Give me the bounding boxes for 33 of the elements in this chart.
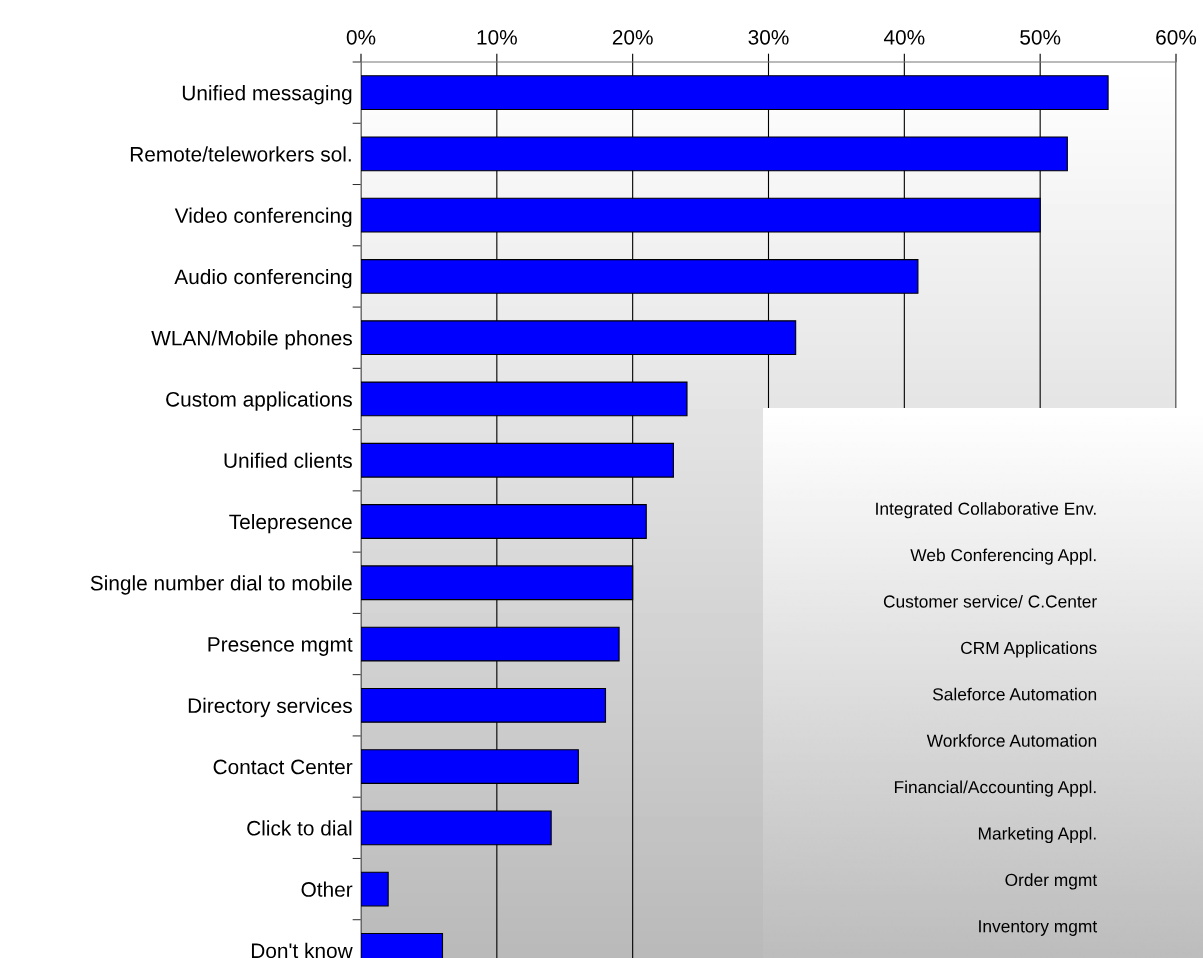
y-tick-label: Click to dial [247, 820, 352, 836]
y-tick-label: Telepresence [229, 513, 352, 534]
x-tick-label: 30% [748, 29, 789, 45]
annotation: Saleforce Automation [932, 687, 1097, 701]
y-tick-label: Custom applications [166, 391, 352, 411]
x-tick-label: 20% [612, 29, 653, 45]
annotation: Workforce Automation [926, 734, 1097, 747]
annotation: Order mgmt [1005, 873, 1098, 890]
x-tick-label: 10% [477, 29, 517, 45]
x-tick-label: 40% [883, 29, 925, 45]
x-tick-label: 50% [1020, 29, 1061, 45]
annotation: Inventory mgmt [979, 920, 1098, 936]
y-tick-label: Unified messaging [182, 85, 352, 105]
annotation: Integrated Collaborative Env. [876, 502, 1096, 519]
annotation: CRM Applications [961, 641, 1097, 658]
annotation: Customer service/ C.Center [883, 594, 1097, 608]
y-tick-label: Unified clients [224, 452, 352, 468]
y-tick-label: Video conferencing [174, 207, 352, 228]
y-tick-label: Don't know [251, 942, 353, 958]
y-tick-label: Single number dial to mobile [90, 575, 352, 595]
x-tick-label: 60% [1156, 29, 1197, 45]
bar [361, 871, 389, 907]
y-tick-label: Audio conferencing [174, 268, 352, 289]
annotation: Web Conferencing Appl. [910, 548, 1096, 565]
y-tick-label: Remote/teleworkers sol. [130, 146, 351, 162]
x-tick-label: 0% [346, 29, 376, 45]
y-tick-label: Contact Center [213, 759, 353, 775]
y-tick-label: WLAN/Mobile phones [151, 330, 352, 350]
annotation: Marketing Appl. [978, 826, 1096, 844]
y-tick-label: Directory services [188, 697, 352, 718]
y-tick-label: Presence mgmt [208, 637, 353, 656]
annotation: Financial/Accounting Appl. [894, 780, 1096, 797]
y-tick-label: Other [301, 881, 353, 897]
